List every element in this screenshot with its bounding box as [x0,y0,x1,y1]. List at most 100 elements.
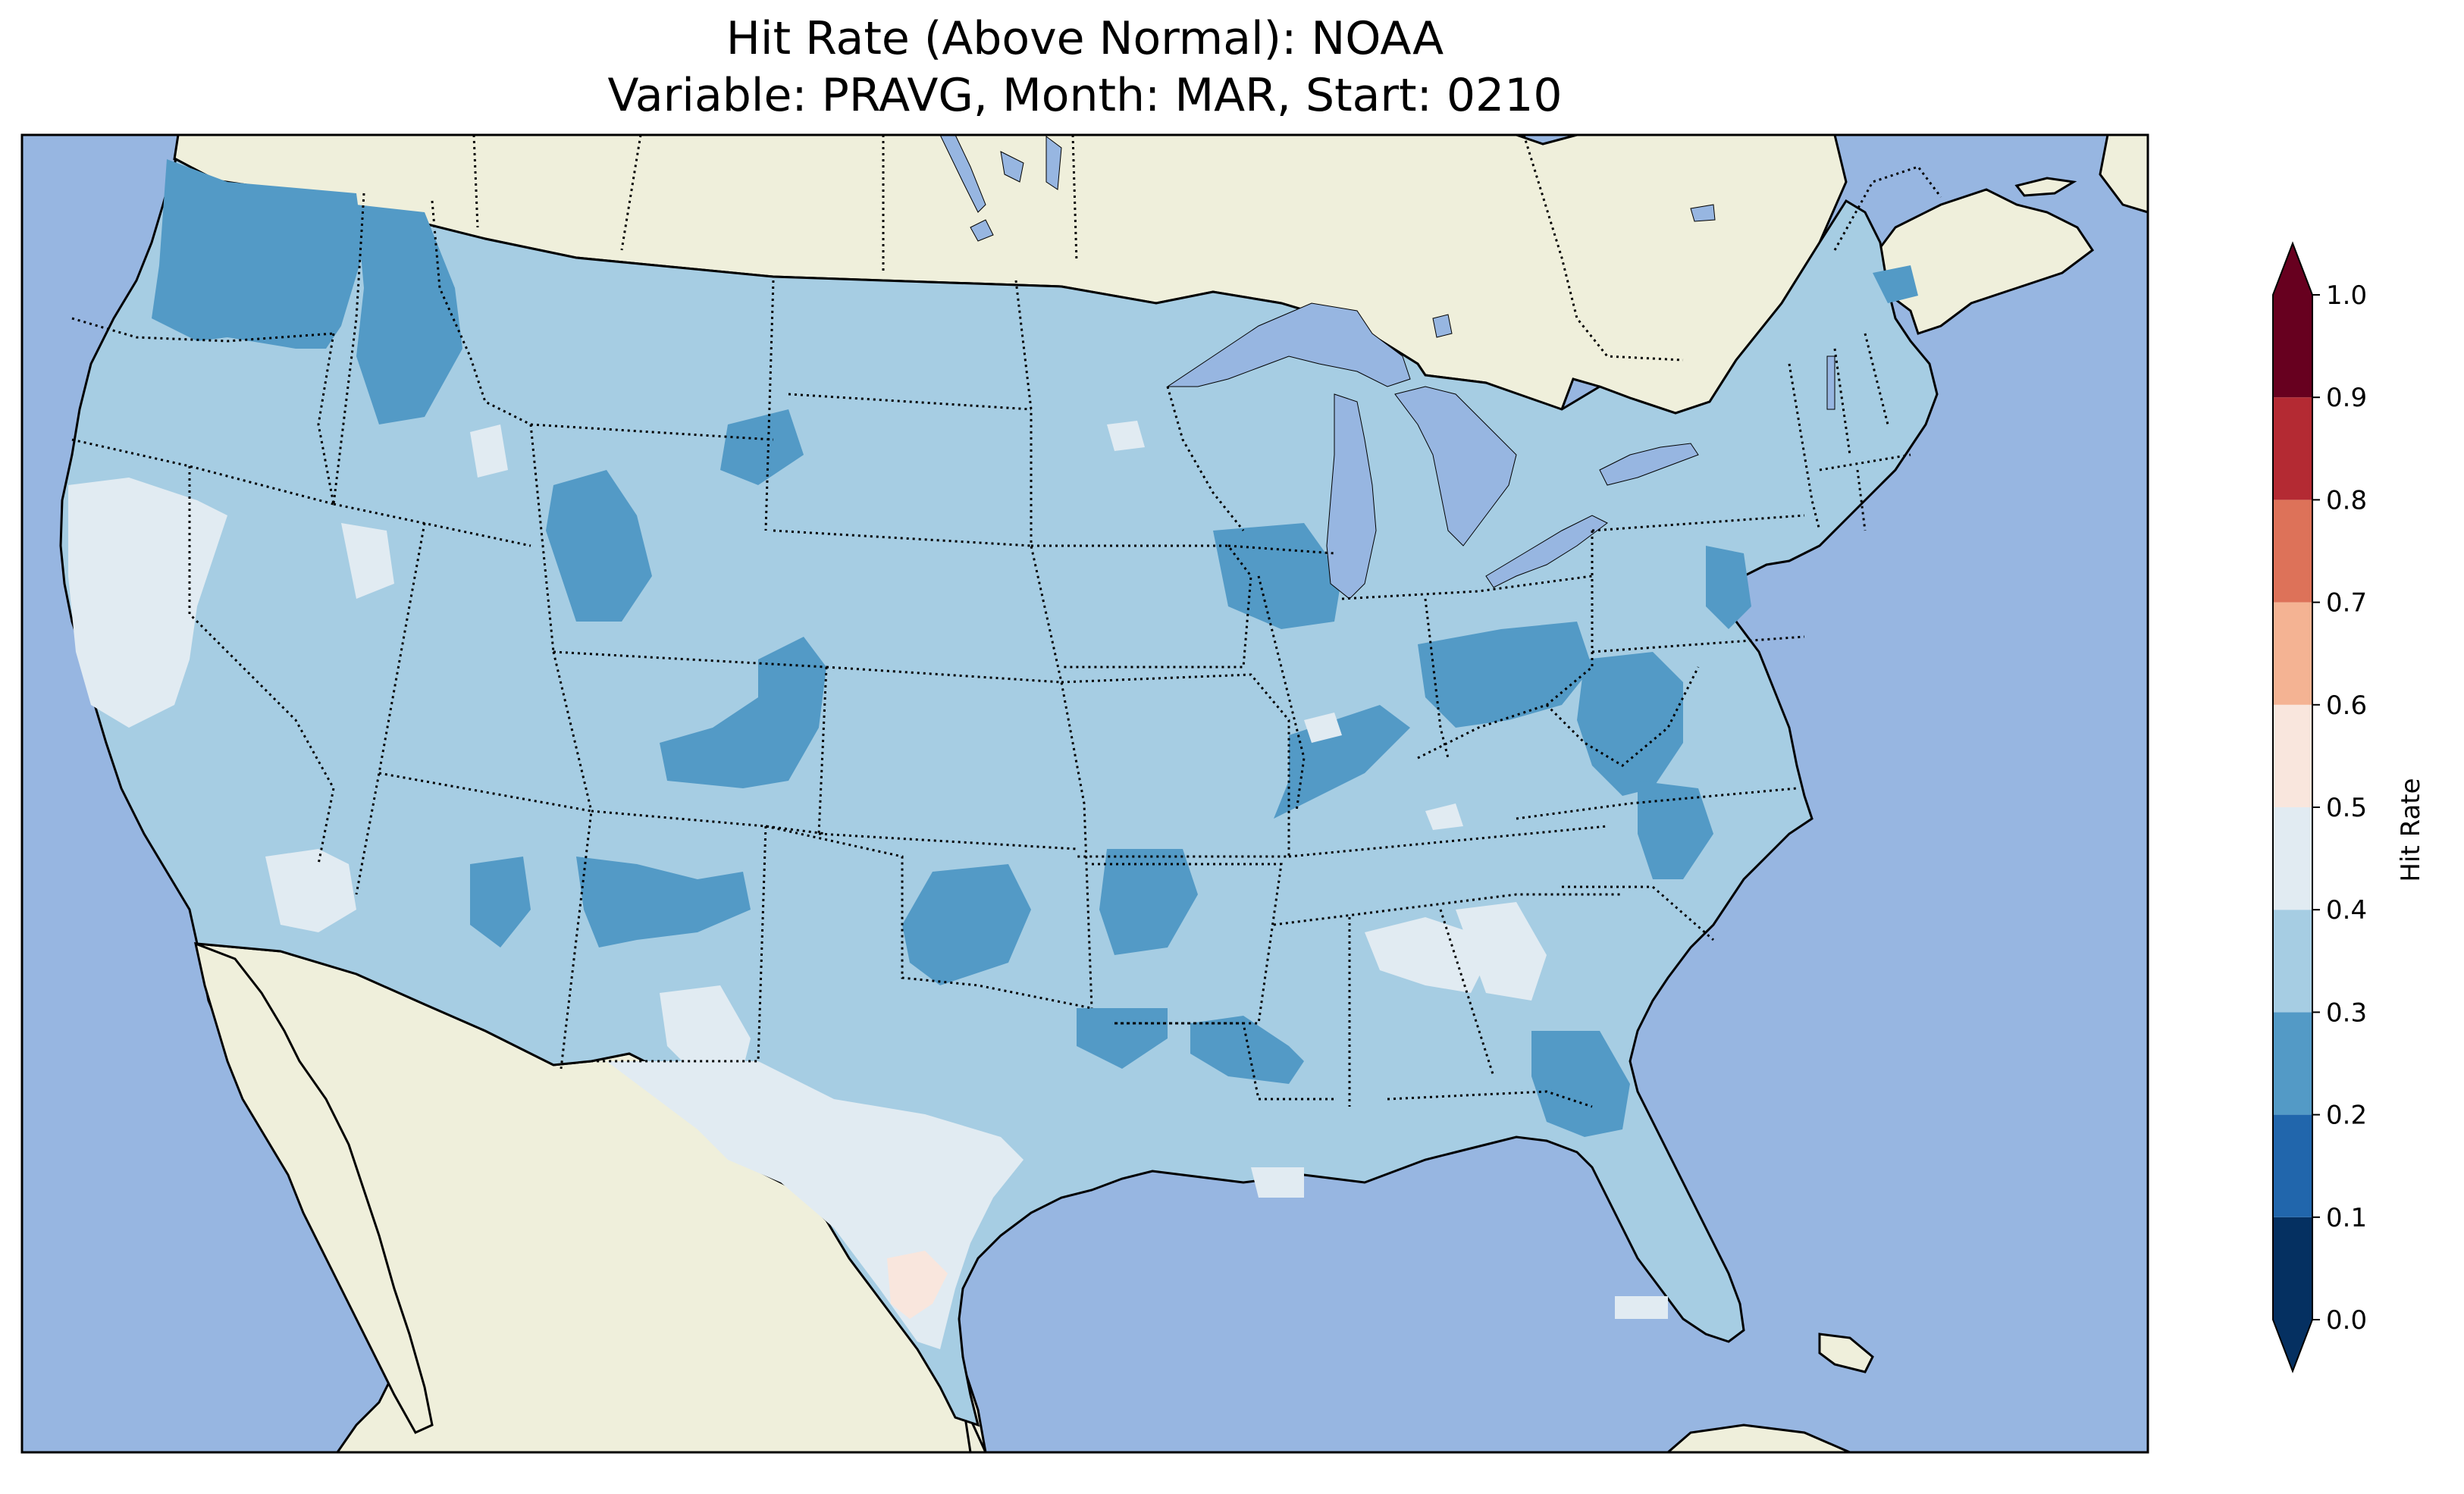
hit-rate-patch [1706,546,1751,629]
colorbar-tick-label: 0.2 [2326,1101,2367,1131]
border-ct-ri [1856,469,1867,531]
hit-rate-patch [1425,803,1463,830]
border-ne-ks [826,666,1062,684]
border-tn-ky [1288,825,1608,858]
border-la [1114,1022,1334,1101]
colorbar-tick-label: 0.0 [2326,1305,2367,1336]
caribbean-land [1666,1424,1851,1452]
hit-rate-patch [1251,1167,1304,1198]
newfoundland-land [2099,135,2148,214]
colorbar-tick-label: 0.9 [2326,383,2367,413]
hit-rate-patch [660,637,826,788]
hit-rate-patch [68,478,227,728]
border-ks-ok [818,832,1077,850]
hit-rate-patch [341,523,394,599]
colorbar-tick-label: 0.5 [2326,793,2367,823]
map-title: Hit Rate (Above Normal): NOAA Variable: … [22,11,2148,124]
border-pa-md [1591,635,1805,653]
border-ut-az [378,772,593,1070]
border-nd-sd [788,393,1032,411]
colorbar-tick-label: 0.6 [2326,691,2367,721]
border-wv-va [1545,666,1700,767]
lake-michigan [1326,393,1377,600]
hit-rate-patch [1456,902,1547,1001]
colorbar-tick-label: 0.7 [2326,588,2367,619]
hit-rate-patch [1418,622,1592,728]
hit-rate-patch [1190,1016,1304,1084]
canada-lake-2 [1045,136,1062,190]
great-lakes [939,135,1835,600]
hit-rate-patches [68,159,1918,1349]
border-ky-oh-wv [1417,666,1593,760]
colorbar-bin [2273,397,2312,500]
hit-rate-patch [470,424,508,478]
canada-lake-3 [970,219,994,242]
canada-lake-4 [1690,204,1716,222]
border-tn-south [1273,893,1622,926]
hit-rate-patch [265,849,356,932]
colorbar-bin [2273,1217,2312,1320]
colorbar: 0.0 0.1 0.2 0.3 0.4 0.5 0.6 0.7 0.8 0.9 1.0 [2272,241,2367,1373]
colorbar-bin [2273,807,2312,910]
hit-rate-patch [1873,265,1918,303]
hit-rate-patch [887,1251,948,1319]
colorbar-label: Hit Rate [2396,778,2426,882]
title-line-1: Hit Rate (Above Normal): NOAA [726,12,1444,65]
colorbar-extend-min [2273,1320,2312,1371]
colorbar-tick-label: 0.1 [2326,1203,2367,1233]
lake-erie [1485,515,1608,588]
border-va-nc [1516,787,1798,820]
hit-rate-patch [902,864,1031,985]
colorbar-bin [2273,295,2312,398]
hit-rate-patch [1304,713,1342,743]
colorbar-extend-max [2273,243,2312,295]
hit-rate-patch [1615,1296,1668,1319]
border-or-ca [71,438,334,506]
hit-rate-patch [1099,849,1198,955]
border-pa-ny [1591,514,1805,532]
border-il-in [1257,575,1306,812]
hit-rate-patch [152,159,364,349]
colorbar-bin [2273,704,2312,807]
state-borders [71,134,1942,1108]
colorbar-bin [2273,500,2312,603]
border-mt-wy [530,423,774,441]
colorbar-tick-label: 0.8 [2326,485,2367,515]
colorbar-bin [2273,602,2312,705]
border-ca-nv [188,466,335,865]
hit-rate-patch [1274,705,1410,819]
colorbar-tick-label: 1.0 [2326,280,2367,311]
hit-rate-patch [576,857,751,947]
hit-rate-patch [1531,1031,1630,1137]
hit-rate-patch [1365,917,1486,993]
hit-rate-patch [1107,421,1145,451]
hit-rate-patch [546,470,652,622]
baja-land [193,941,434,1434]
border-in-oh [1424,598,1450,759]
border-ga-fl [1387,1090,1593,1108]
lake-superior [1166,302,1411,387]
colorbar-bin [2273,1114,2312,1217]
colorbar-bin [2273,910,2312,1013]
title-line-2: Variable: PRAVG, Month: MAR, Start: 0210 [607,69,1563,122]
border-id-west [317,333,335,505]
border-ny-ne [1788,363,1821,531]
canada-lake-1 [1000,151,1024,183]
border-nc-sc [1562,885,1714,941]
hit-rate-patch [1638,781,1713,879]
hit-rate-patch [1213,523,1342,629]
lake-huron [1394,386,1517,547]
lake-winnipeg [939,135,986,213]
colorbar-bin [2273,1012,2312,1115]
lake-nipigon [1432,314,1453,338]
border-id-wy [529,424,555,653]
border-ontario-quebec [1522,134,1684,362]
border-ok-tx-pan [765,825,1092,1010]
border-sd-ne [773,529,1032,547]
border-or-id [332,193,365,505]
cuba-land [1818,1333,1874,1373]
border-mn-wi [1166,386,1245,531]
colorbar-tick-label: 0.4 [2326,895,2367,926]
hit-rate-patch [660,985,751,1076]
